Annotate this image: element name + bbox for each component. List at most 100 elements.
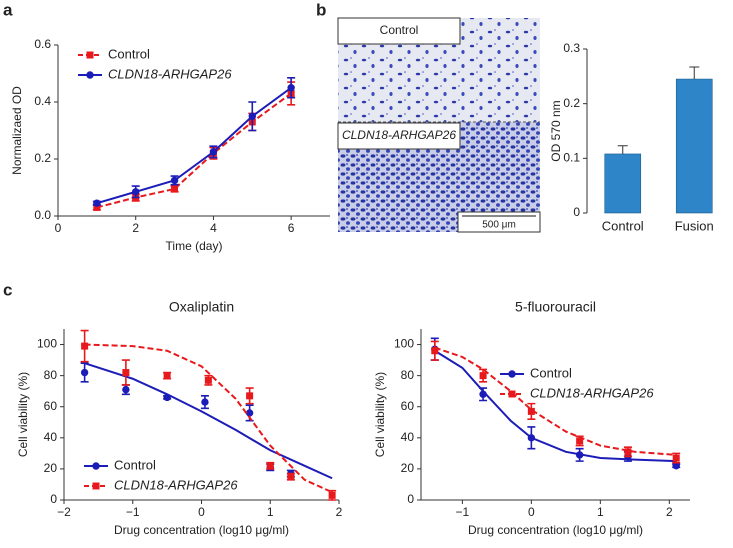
- y-tick-label: 60: [401, 399, 415, 413]
- marker: [527, 434, 536, 442]
- marker: [163, 372, 171, 380]
- y-tick-label: 0.2: [563, 96, 580, 110]
- marker: [266, 462, 274, 470]
- series-line: [96, 86, 292, 205]
- micrograph: Control CLDN18-ARHGAP26 500 μm: [337, 17, 541, 233]
- x-tick-label: 4: [210, 221, 217, 235]
- chart-title: Oxaliplatin: [169, 299, 234, 315]
- y-tick-label: 0: [50, 492, 57, 506]
- x-tick-label: −1: [456, 505, 470, 519]
- y-tick-label: 100: [394, 337, 414, 351]
- x-tick-label: 2: [666, 505, 673, 519]
- marker: [287, 84, 295, 92]
- marker: [287, 473, 295, 481]
- legend-marker: [92, 462, 100, 470]
- x-axis-label: Drug concentration (log10 μg/ml): [114, 523, 289, 537]
- marker: [527, 407, 535, 415]
- y-tick-label: 0: [407, 492, 414, 506]
- marker: [246, 392, 254, 400]
- error-bar: [689, 66, 700, 80]
- marker: [248, 112, 256, 120]
- marker: [576, 437, 584, 445]
- y-tick-label: 80: [44, 368, 58, 382]
- legend-label: CLDN18-ARHGAP26: [530, 385, 654, 400]
- x-axis-label: Drug concentration (log10 μg/ml): [468, 523, 643, 537]
- y-tick-label: 0: [573, 205, 580, 219]
- y-tick-label: 0.4: [34, 94, 51, 108]
- legend-label: CLDN18-ARHGAP26: [114, 477, 238, 492]
- marker: [672, 462, 680, 470]
- marker: [170, 176, 179, 185]
- y-axis-label: Cell viability (%): [16, 372, 30, 457]
- x-tick-label: 0: [198, 505, 205, 519]
- x-tick-label: 1: [597, 505, 604, 519]
- y-tick-label: 40: [44, 430, 58, 444]
- marker: [479, 372, 487, 380]
- x-tick-label: 1: [267, 505, 274, 519]
- marker: [81, 342, 89, 350]
- x-tick-label: −2: [57, 505, 71, 519]
- marker: [201, 398, 209, 406]
- marker: [163, 393, 171, 402]
- marker: [479, 390, 487, 398]
- series-line: [96, 92, 292, 209]
- y-tick-label: 0.2: [34, 151, 51, 165]
- marker: [132, 188, 140, 196]
- legend-marker: [508, 390, 516, 398]
- legend-marker: [86, 51, 94, 59]
- y-axis-label: Normalizaed OD: [10, 86, 24, 175]
- marker: [328, 491, 336, 499]
- bar: [675, 78, 713, 214]
- marker: [93, 199, 101, 207]
- x-tick-label: 2: [132, 221, 139, 235]
- x-tick-label: Fusion: [675, 218, 714, 233]
- marker: [209, 148, 218, 156]
- marker: [575, 451, 584, 459]
- marker: [122, 385, 130, 394]
- series-line: [84, 362, 333, 480]
- y-tick-label: 0.0: [34, 208, 51, 222]
- marker: [245, 409, 254, 417]
- marker: [204, 376, 212, 384]
- y-tick-label: 20: [44, 461, 58, 475]
- panel-label: b: [316, 0, 326, 19]
- marker: [80, 368, 89, 377]
- y-tick-label: 60: [44, 399, 58, 413]
- marker: [122, 369, 130, 377]
- legend-marker: [508, 370, 516, 378]
- series-line: [84, 343, 333, 494]
- y-axis-label: Cell viability (%): [373, 372, 387, 457]
- x-axis-label: Time (day): [166, 239, 223, 253]
- bar: [604, 153, 642, 214]
- scale-bar: 500 μm: [482, 220, 516, 231]
- legend-label: Control: [530, 365, 572, 380]
- legend-label: Control: [114, 457, 156, 472]
- y-tick-label: 20: [401, 461, 415, 475]
- marker: [93, 203, 101, 211]
- x-tick-label: 6: [288, 221, 295, 235]
- panel-label: a: [3, 0, 13, 19]
- panel-label: c: [3, 280, 12, 299]
- marker: [171, 185, 179, 193]
- y-tick-label: 0.3: [563, 41, 580, 55]
- marker: [672, 454, 680, 462]
- chart-title: 5-fluorouracil: [515, 299, 596, 315]
- legend-marker: [86, 71, 94, 79]
- legend-label: Control: [108, 46, 150, 61]
- x-tick-label: 0: [528, 505, 535, 519]
- legend-label: CLDN18-ARHGAP26: [108, 66, 232, 81]
- y-tick-label: 0.6: [34, 37, 51, 51]
- y-tick-label: 40: [401, 430, 415, 444]
- y-tick-label: 0.1: [563, 151, 580, 165]
- image-label: CLDN18-ARHGAP26: [342, 128, 456, 142]
- marker: [624, 448, 632, 456]
- x-tick-label: −1: [126, 505, 140, 519]
- series-line: [434, 346, 677, 456]
- x-tick-label: 0: [55, 221, 62, 235]
- y-axis-label: OD 570 nm: [549, 100, 563, 161]
- x-tick-label: 2: [336, 505, 343, 519]
- marker: [431, 347, 439, 355]
- y-tick-label: 80: [401, 368, 415, 382]
- image-label: Control: [380, 23, 419, 37]
